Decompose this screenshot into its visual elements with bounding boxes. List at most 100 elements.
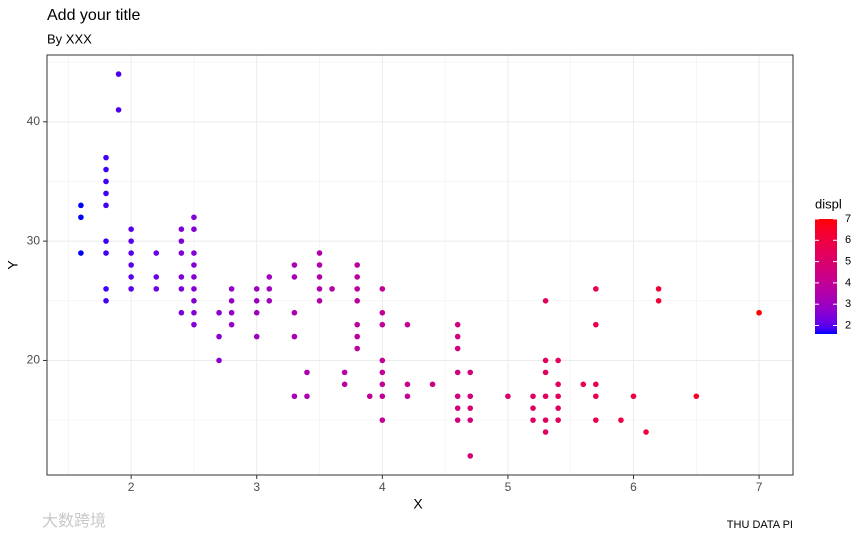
point <box>191 297 197 304</box>
point <box>304 369 310 376</box>
point <box>316 262 323 268</box>
point <box>454 393 461 400</box>
y-tick-label: 20 <box>27 353 41 367</box>
point <box>530 405 536 411</box>
point <box>291 309 298 316</box>
point <box>555 417 561 423</box>
point <box>78 250 84 256</box>
point <box>618 417 624 423</box>
point <box>542 297 549 304</box>
point <box>103 190 109 197</box>
y-tick-label: 30 <box>27 233 41 247</box>
legend-label: 7 <box>845 213 851 225</box>
point <box>379 321 386 328</box>
point <box>191 250 197 256</box>
point <box>228 286 235 292</box>
y-axis-label: Y <box>5 260 21 270</box>
point <box>115 107 122 113</box>
point <box>191 309 197 316</box>
point <box>291 274 298 280</box>
point <box>593 286 599 292</box>
point <box>316 286 323 292</box>
point <box>454 345 461 352</box>
point <box>354 333 361 340</box>
point <box>454 321 461 328</box>
point <box>128 226 134 233</box>
point <box>103 154 109 161</box>
chart-subtitle: By XXX <box>47 31 92 46</box>
legend-label: 3 <box>845 298 851 310</box>
point <box>128 250 134 256</box>
point <box>128 274 134 280</box>
point <box>178 250 185 256</box>
point <box>354 345 361 352</box>
point <box>153 286 160 292</box>
point <box>404 321 411 328</box>
point <box>693 393 700 400</box>
point <box>341 369 348 376</box>
y-tick-label: 40 <box>27 114 41 128</box>
point <box>630 393 637 400</box>
point <box>291 262 298 268</box>
point <box>354 262 361 268</box>
point <box>216 333 222 340</box>
point <box>103 286 109 292</box>
point <box>404 381 411 388</box>
point <box>191 226 197 233</box>
x-tick-label: 2 <box>128 480 135 494</box>
point <box>304 393 310 400</box>
point <box>354 297 361 304</box>
point <box>555 357 561 364</box>
point <box>366 393 373 400</box>
point <box>467 417 474 423</box>
point <box>555 405 561 411</box>
point <box>128 262 134 268</box>
point <box>379 309 386 316</box>
point <box>115 71 122 77</box>
point <box>191 214 197 221</box>
point <box>379 369 386 376</box>
point <box>505 393 511 400</box>
x-tick-label: 6 <box>630 480 637 494</box>
legend-label: 2 <box>845 319 851 331</box>
point <box>593 417 599 423</box>
point <box>178 238 185 244</box>
point <box>191 321 197 328</box>
point <box>103 202 109 209</box>
point <box>103 250 109 256</box>
legend-label: 5 <box>845 255 851 267</box>
point <box>178 286 185 292</box>
point <box>655 286 662 292</box>
point <box>103 238 109 244</box>
point <box>228 297 235 304</box>
point <box>128 238 134 244</box>
point <box>266 297 273 304</box>
point <box>542 429 549 435</box>
point <box>291 393 298 400</box>
point <box>291 333 298 340</box>
point <box>454 417 461 423</box>
point <box>78 202 84 209</box>
point <box>153 274 160 280</box>
point <box>542 417 549 423</box>
legend-label: 4 <box>845 277 851 289</box>
x-tick-label: 7 <box>756 480 763 494</box>
point <box>253 333 260 340</box>
point <box>379 417 386 423</box>
point <box>593 321 599 328</box>
point <box>178 274 185 280</box>
point <box>103 166 109 173</box>
point <box>379 381 386 388</box>
point <box>593 393 599 400</box>
panel-background <box>47 55 793 475</box>
point <box>542 357 549 364</box>
point <box>191 262 197 268</box>
point <box>555 393 561 400</box>
x-axis-label: X <box>413 496 423 512</box>
point <box>530 393 536 400</box>
point <box>253 297 260 304</box>
point <box>404 393 411 400</box>
point <box>379 286 386 292</box>
watermark: 大数跨境 <box>42 511 106 530</box>
point <box>429 381 436 388</box>
